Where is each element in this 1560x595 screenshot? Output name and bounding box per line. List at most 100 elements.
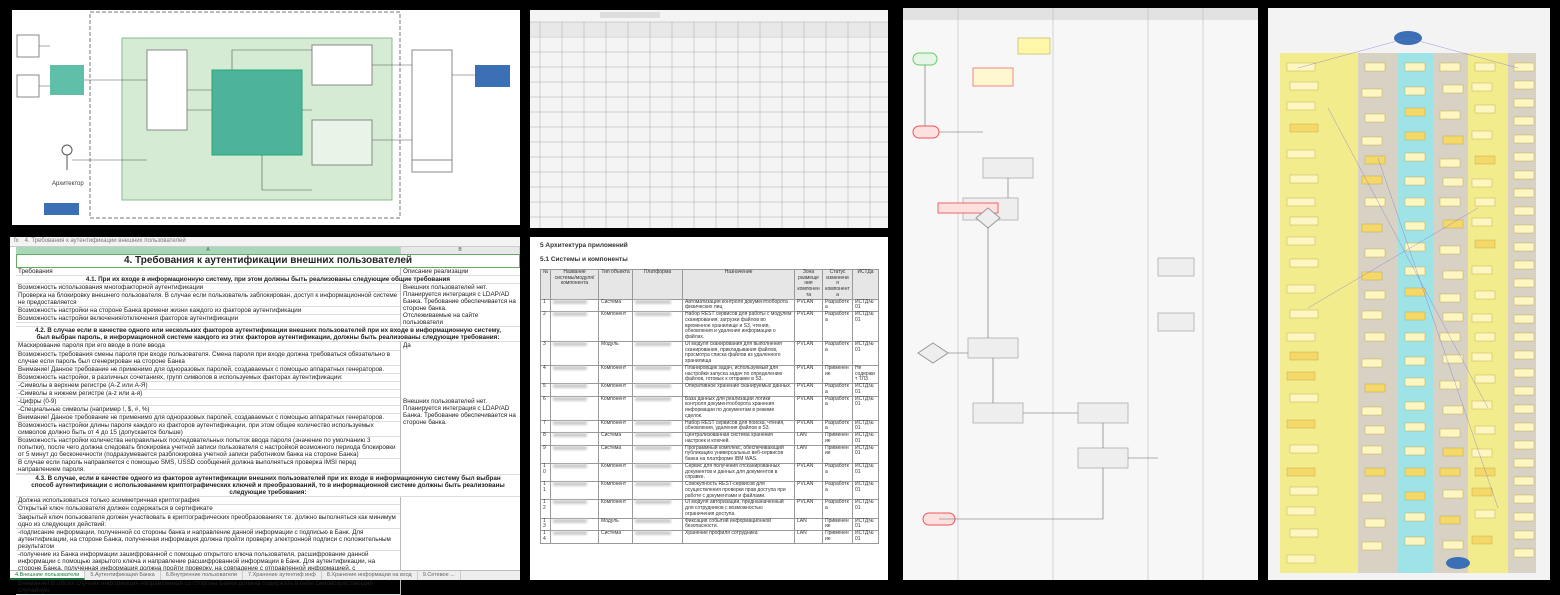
redacted-text bbox=[553, 518, 588, 523]
table-row: 1 Система Автоматизация контроля документо… bbox=[540, 298, 879, 313]
redacted-text bbox=[553, 445, 588, 450]
cell-status: Разработка bbox=[822, 395, 853, 421]
table-row: 12 Компонент UI модуля авторизации, предна… bbox=[540, 499, 879, 519]
requirement-row[interactable]: Маскирование пароля при его вводе в поле… bbox=[16, 342, 400, 351]
requirement-row[interactable]: В случае если пароль направляется с помо… bbox=[16, 459, 400, 475]
cell-type: Компонент bbox=[598, 383, 633, 397]
cell-istd: ИСТД№01 bbox=[852, 481, 879, 501]
sheet-tab[interactable]: 6.Внутренние пользователи bbox=[161, 571, 244, 580]
cell-status: Разработка bbox=[822, 481, 853, 501]
actor-icon bbox=[61, 144, 73, 156]
redacted-text bbox=[553, 482, 588, 487]
cell-type: Компонент bbox=[598, 481, 633, 501]
cell-status: Разработка bbox=[822, 419, 853, 434]
requirement-row[interactable]: -Специальные символы (например !, $, #, … bbox=[16, 406, 400, 414]
value-da: Да bbox=[403, 342, 411, 350]
redacted-text bbox=[635, 500, 671, 505]
cell-redacted bbox=[632, 364, 683, 385]
cell-zone: LAN bbox=[794, 432, 823, 446]
cell-n: 6 bbox=[540, 395, 551, 421]
cell-n: 10 bbox=[540, 462, 551, 483]
cell-zone: PVLAN bbox=[794, 340, 823, 366]
sheet-tab[interactable]: 4.Внешние пользователи bbox=[10, 571, 86, 580]
cell-redacted bbox=[550, 364, 599, 385]
sheet-tab[interactable]: 5.Аутентификация Банка bbox=[85, 571, 161, 580]
requirement-row[interactable]: Должна использоваться только асимметричн… bbox=[16, 497, 400, 506]
external-system-box bbox=[475, 65, 510, 87]
requirement-row[interactable]: Внимание! Данное требование не применимо… bbox=[16, 414, 400, 422]
cell-zone: PVLAN bbox=[794, 481, 823, 501]
requirement-row[interactable]: -Цифры (0-9) bbox=[16, 398, 400, 406]
cell-type: Система bbox=[598, 298, 633, 313]
cell-purpose: Централизованная система хранения настро… bbox=[682, 432, 795, 446]
sheet-grid[interactable]: 4. Требования к аутентификации внешних п… bbox=[16, 254, 520, 595]
core-component bbox=[211, 69, 303, 156]
cell-status: Применение bbox=[822, 364, 853, 385]
requirement-row[interactable]: Возможность настройки на стороне Банка в… bbox=[16, 307, 400, 316]
requirement-row[interactable]: -Символы в верхнем регистре (A-Z или А-Я… bbox=[16, 382, 400, 390]
sheet-tab[interactable]: 8.Хранение информации на вход bbox=[322, 571, 418, 580]
redacted-text bbox=[635, 299, 671, 304]
cell-purpose: Совокупность REST-сервисов для осуществл… bbox=[682, 481, 795, 501]
process-flowchart bbox=[903, 8, 1258, 580]
cell-istd: ИСТД№01 bbox=[852, 383, 879, 397]
cell-redacted bbox=[550, 481, 599, 501]
note-4-1b: Отслеживаемые на сайте пользователи bbox=[403, 312, 479, 327]
requirement-row[interactable]: Возможность настройки длины пароля каждо… bbox=[16, 422, 400, 438]
requirement-row[interactable]: Закрытый ключ пользователя должен участв… bbox=[16, 514, 400, 529]
cell-istd: ИСТД№01 bbox=[852, 419, 879, 434]
sheet-tab[interactable]: 9.Сетевое ... bbox=[418, 571, 461, 580]
cell-zone: PVLAN bbox=[794, 383, 823, 397]
requirements-spreadsheet: fx 4. Требования к аутентификации внешних… bbox=[10, 237, 520, 595]
cell-status: Разработка bbox=[822, 340, 853, 366]
formula-bar[interactable]: fx 4. Требования к аутентификации внешних… bbox=[10, 237, 520, 247]
cell-purpose: Хранение профиля сотрудника bbox=[682, 530, 795, 544]
cell-type: Компонент bbox=[598, 462, 633, 483]
requirement-row[interactable]: -подписание информации, полученной со ст… bbox=[16, 529, 400, 551]
cell-status: Разработка bbox=[822, 311, 853, 342]
requirement-row[interactable]: Возможность требования смены пароля при … bbox=[16, 351, 400, 366]
cell-n: 13 bbox=[540, 517, 551, 532]
cell-status: Применение bbox=[822, 517, 853, 532]
cell-istd: ИСТД№01 bbox=[852, 517, 879, 532]
table-row: 8 Система Централизованная система хранени… bbox=[540, 432, 879, 446]
note-4-2: Внешних пользователей нет. Планируется и… bbox=[403, 397, 516, 426]
table-row: 3 Модуль UI модуля сканирования для выполн… bbox=[540, 340, 879, 366]
redacted-text bbox=[553, 500, 588, 505]
redacted-text bbox=[553, 433, 588, 438]
requirement-row[interactable]: Возможность использования многофакторной… bbox=[16, 284, 400, 293]
cell-redacted bbox=[632, 499, 683, 519]
column-header: № bbox=[540, 268, 551, 300]
header-implementation: Описание реализации bbox=[403, 268, 469, 275]
cell-n: 9 bbox=[540, 444, 551, 464]
diagram-canvas: Архитектор bbox=[16, 11, 510, 219]
column-b-header[interactable]: B bbox=[401, 247, 520, 254]
requirement-row[interactable]: Возможность настройки количества неправи… bbox=[16, 437, 400, 460]
cell-purpose: UI модуля сканирования для выполнения ск… bbox=[682, 340, 795, 366]
cell-redacted bbox=[550, 383, 599, 397]
table-row: 7 Компонент Набор REST сервисов для поиска… bbox=[540, 419, 879, 434]
column-header: Тип объекта bbox=[598, 268, 633, 300]
cell-redacted bbox=[550, 517, 599, 532]
cell-zone: LAN bbox=[794, 517, 823, 532]
redacted-text bbox=[553, 341, 588, 346]
column-a-header[interactable]: A bbox=[16, 247, 401, 254]
cell-redacted bbox=[632, 298, 683, 313]
cell-zone: PVLAN bbox=[794, 298, 823, 313]
requirement-row[interactable]: Проверка на блокировку внешнего пользова… bbox=[16, 292, 400, 308]
requirement-row[interactable]: -Символы в нижнем регистре (a-z или а-я) bbox=[16, 390, 400, 398]
requirement-row[interactable]: Открытый ключ пользователя должен содерж… bbox=[16, 505, 400, 514]
cell-status: Разработка bbox=[822, 462, 853, 483]
requirement-row[interactable]: Возможность настройки, в различных сочет… bbox=[16, 374, 400, 382]
actor-label: Архитектор bbox=[52, 181, 84, 187]
table-row: 4 Компонент Планировщик задач, используемы… bbox=[540, 364, 879, 385]
cell-redacted bbox=[632, 444, 683, 464]
cell-istd: ИСТД№01 bbox=[852, 499, 879, 519]
requirement-row[interactable]: Внимание! Данное требование не применимо… bbox=[16, 366, 400, 374]
cell-n: 1 bbox=[540, 298, 551, 313]
requirement-row[interactable]: Возможность настройки включения/отключен… bbox=[16, 315, 400, 324]
cell-istd: ИСТД№01 bbox=[852, 530, 879, 544]
cell-redacted bbox=[550, 395, 599, 421]
cell-type: Компонент bbox=[598, 311, 633, 342]
sheet-tab[interactable]: 7.Хранение аутентиф инф bbox=[243, 571, 322, 580]
